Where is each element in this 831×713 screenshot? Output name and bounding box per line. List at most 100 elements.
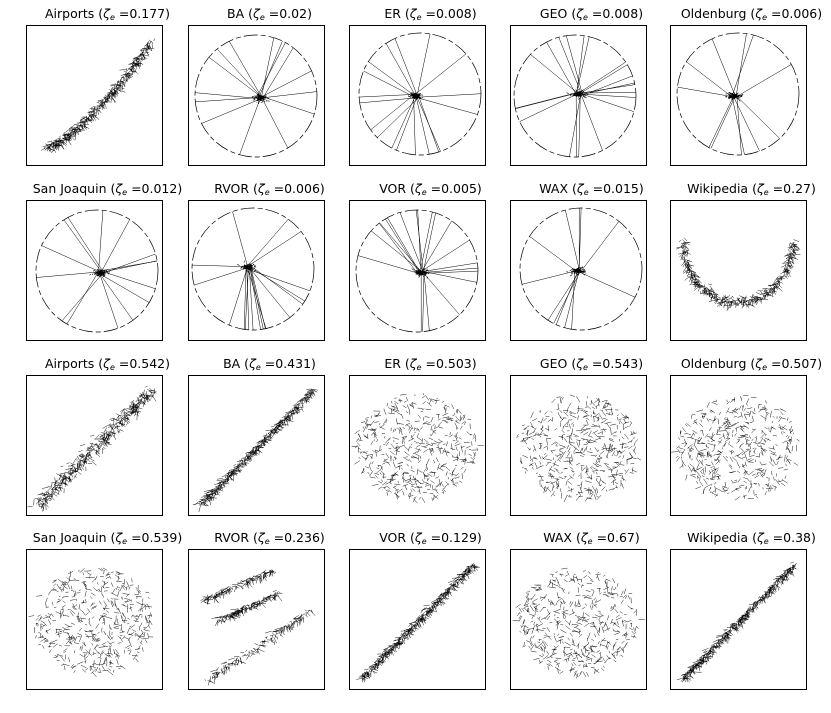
boundary-circle [358,32,482,156]
voronoi-plot [349,25,486,166]
voronoi-plot [26,200,163,341]
voronoi-cells [200,569,316,686]
zeta-symbol: ζ [103,356,110,371]
zeta-subscript: e [255,363,261,372]
network-name: Oldenburg [680,6,747,21]
network-panel: RVOR (ζe =0.006) [188,180,351,341]
zeta-subscript: e [763,188,769,197]
zeta-subscript: e [587,537,593,546]
zeta-value: 0.507 [781,356,818,371]
panel-title: San Joaquin (ζe =0.539) [32,530,183,546]
network-name: Wikipedia [687,530,749,545]
zeta-symbol: ζ [576,6,584,21]
voronoi-drawing [28,567,154,678]
network-panel: ER (ζe =0.008) [349,5,512,166]
network-name: Airports [44,6,95,21]
voronoi-cells [356,562,480,683]
voronoi-cells [671,395,800,501]
boundary-circle [355,209,479,333]
network-name: San Joaquin [32,181,107,196]
zeta-symbol: ζ [414,181,422,196]
zeta-subscript: e [762,13,768,22]
zeta-subscript: e [583,13,588,22]
network-panel: WAX (ζe =0.015) [510,180,673,341]
zeta-symbol: ζ [409,356,417,371]
voronoi-plot [188,375,325,516]
voronoi-drawing [676,561,797,683]
network-panel: VOR (ζe =0.129) [349,529,512,690]
zeta-subscript: e [109,13,115,22]
zeta-value: 0.008 [602,6,639,21]
radial-spokes [521,207,636,330]
network-name: Airports [44,356,95,371]
boundary-circle [194,34,318,158]
panel-title: GEO (ζe =0.543) [539,356,644,372]
zeta-subscript: e [421,537,427,546]
voronoi-drawing [513,34,637,158]
zeta-symbol: ζ [756,181,764,196]
network-panel: BA (ζe =0.431) [188,355,351,516]
zeta-symbol: ζ [103,6,110,21]
voronoi-plot [510,375,647,516]
boundary-circle [513,34,637,158]
zeta-value: 0.27 [783,181,811,196]
voronoi-plot [510,25,647,166]
zeta-symbol: ζ [253,6,260,21]
zeta-subscript: e [421,188,427,197]
voronoi-plot [26,549,163,690]
voronoi-drawing [40,38,155,153]
voronoi-drawing [676,32,800,156]
zeta-symbol: ζ [414,530,422,545]
voronoi-plot [670,25,807,166]
panel-title: Oldenburg (ζe =0.006) [680,6,823,22]
panel-title: ER (ζe =0.008) [384,6,477,22]
panel-title: Oldenburg (ζe =0.507) [680,356,823,372]
zeta-symbol: ζ [257,181,265,196]
radial-spokes [359,33,482,155]
zeta-value: 0.015 [603,181,639,196]
boundary-circle [676,32,800,156]
panel-title: ER (ζe =0.503) [384,356,477,372]
zeta-subscript: e [109,363,115,372]
voronoi-cells [192,388,318,513]
voronoi-drawing [35,209,159,333]
panel-title: Wikipedia (ζe =0.38) [687,530,816,546]
zeta-symbol: ζ [409,6,417,21]
radial-spokes [36,210,158,329]
voronoi-cells [40,38,155,153]
radial-spokes [515,35,636,157]
network-name: BA [223,356,241,371]
network-panel: BA (ζe =0.02) [188,5,351,166]
zeta-value: 0.543 [602,356,639,371]
voronoi-plot [510,549,647,690]
network-panel: Oldenburg (ζe =0.507) [670,355,831,516]
zeta-value: 0.38 [783,530,811,545]
zeta-symbol: ζ [755,356,763,371]
voronoi-drawing [512,567,645,679]
network-name: GEO [539,356,568,371]
zeta-subscript: e [763,537,769,546]
radial-spokes [357,209,479,332]
voronoi-drawing [351,393,484,504]
panel-title: San Joaquin (ζe =0.012) [32,181,183,197]
network-panel: Oldenburg (ζe =0.006) [670,5,831,166]
zeta-value: 0.539 [141,530,178,545]
zeta-subscript: e [122,188,128,197]
network-name: WAX [543,530,572,545]
network-name: San Joaquin [32,530,107,545]
voronoi-plot [188,549,325,690]
panel-title: BA (ζe =0.431) [223,356,316,372]
zeta-subscript: e [264,537,270,546]
zeta-value: 0.008 [435,6,472,21]
zeta-subscript: e [762,363,768,372]
network-panel: Wikipedia (ζe =0.38) [670,529,831,690]
zeta-symbol: ζ [755,6,763,21]
zeta-subscript: e [583,188,589,197]
network-panel: San Joaquin (ζe =0.539) [26,529,189,690]
voronoi-drawing [192,388,318,513]
zeta-value: 0.006 [284,181,320,196]
panel-title: GEO (ζe =0.008) [539,6,644,22]
network-name: Oldenburg [680,356,747,371]
voronoi-drawing [194,34,318,158]
panel-title: VOR (ζe =0.129) [379,530,482,546]
